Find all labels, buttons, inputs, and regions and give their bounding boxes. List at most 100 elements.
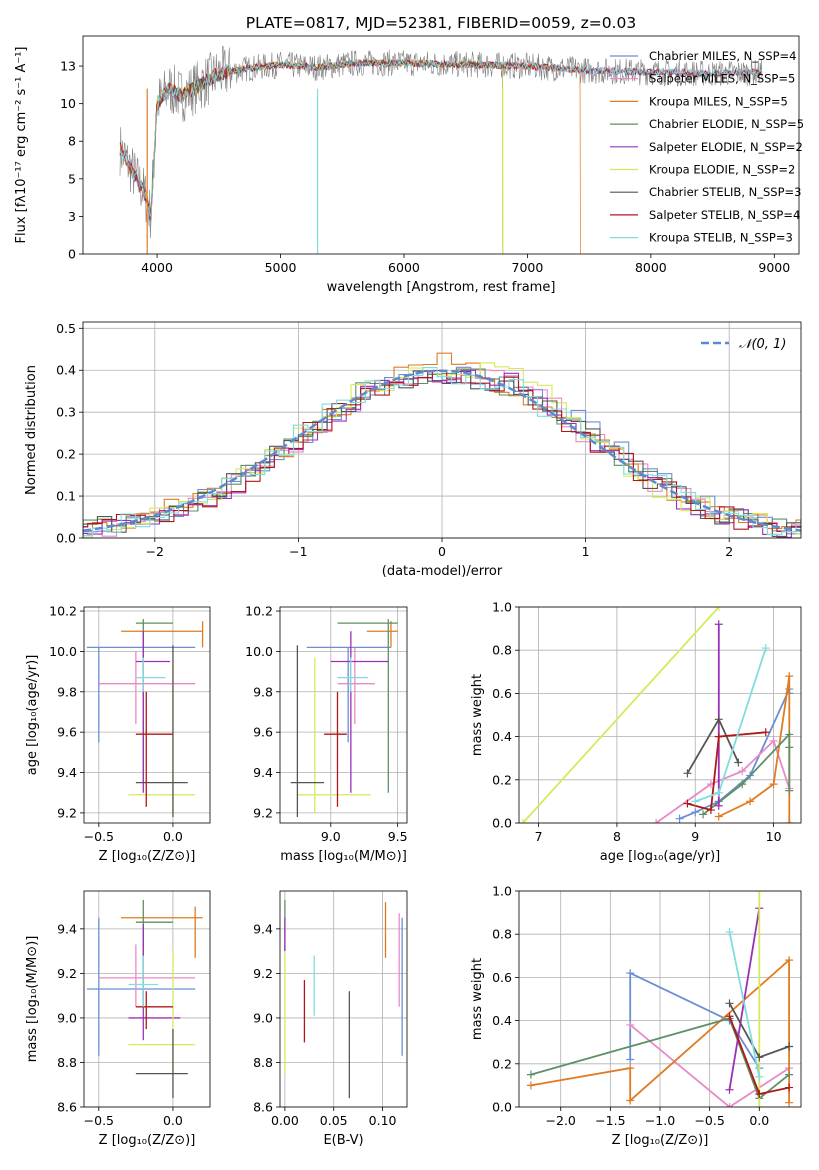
y-tick-label: 13 bbox=[60, 59, 76, 74]
plus-marker bbox=[761, 644, 770, 653]
y-tick-label: 0.1 bbox=[56, 489, 76, 504]
legend-label: Kroupa MILES, N_SSP=5 bbox=[649, 94, 788, 108]
y-tick-label: 9.4 bbox=[253, 921, 273, 936]
y-tick-label: 0.3 bbox=[56, 405, 76, 420]
y-tick-label: 8.8 bbox=[57, 1055, 77, 1070]
series-line bbox=[687, 731, 766, 812]
axes-mass-vs-Z: −0.5 0.0 8.6 8.8 9.0 9.2 9.4 bbox=[57, 891, 210, 1128]
y-tick-label: 0.4 bbox=[492, 1013, 512, 1028]
data-point bbox=[135, 991, 173, 1030]
x-axis-label: Z [log₁₀(Z/Z⊙)] bbox=[612, 1133, 709, 1148]
data-point bbox=[135, 691, 173, 807]
data-point bbox=[330, 631, 389, 793]
plus-marker bbox=[746, 797, 755, 806]
axes-massweight-vs-age: 7 8 9 10 0.0 0.2 0.4 0.6 0.8 1.0 bbox=[492, 600, 801, 844]
legend-label: Chabrier ELODIE, N_SSP=5 bbox=[649, 117, 804, 131]
plus-marker bbox=[785, 1098, 794, 1107]
plus-marker bbox=[738, 767, 747, 776]
axes-age-vs-mass: 9.0 9.5 9.2 9.4 9.6 9.8 10.0 10.2 bbox=[245, 604, 407, 844]
x-tick-label: 9000 bbox=[758, 260, 790, 275]
plus-marker bbox=[714, 620, 723, 629]
plus-marker bbox=[626, 1055, 635, 1064]
plus-marker bbox=[734, 758, 743, 767]
model-spectrum-line bbox=[144, 58, 504, 254]
legend: 𝒩(0, 1) bbox=[701, 337, 786, 352]
x-tick-label: 9.5 bbox=[388, 829, 408, 844]
line-plot bbox=[526, 891, 794, 1107]
x-tick-label: 10 bbox=[766, 829, 782, 844]
x-tick-label: −0.5 bbox=[84, 829, 114, 844]
y-tick-label: 0.0 bbox=[56, 531, 76, 546]
plus-marker bbox=[626, 1096, 635, 1105]
y-tick-label: 0.8 bbox=[492, 643, 512, 658]
y-tick-label: 8.6 bbox=[57, 1100, 77, 1115]
y-tick-label: 0.0 bbox=[492, 1100, 512, 1115]
data-point bbox=[324, 691, 347, 807]
data-point bbox=[128, 955, 159, 1007]
plus-marker bbox=[769, 736, 778, 745]
data-point bbox=[337, 647, 375, 725]
legend-label: Chabrier MILES, N_SSP=4 bbox=[649, 49, 796, 63]
data-point bbox=[135, 619, 173, 783]
errorbar-plot bbox=[86, 899, 203, 1099]
data-point bbox=[121, 621, 204, 648]
plus-marker bbox=[691, 808, 700, 817]
plus-marker bbox=[755, 1072, 764, 1081]
y-tick-label: 9.8 bbox=[57, 684, 77, 699]
y-tick-label: 10.0 bbox=[49, 644, 77, 659]
x-tick-label: 4000 bbox=[141, 260, 173, 275]
x-tick-label: 0.0 bbox=[749, 1113, 769, 1128]
plus-marker bbox=[785, 819, 794, 823]
data-point bbox=[337, 619, 398, 793]
plus-marker bbox=[755, 1090, 764, 1099]
plus-marker bbox=[738, 780, 747, 789]
y-tick-label: 0.6 bbox=[492, 686, 512, 701]
y-axis-label: mass weight bbox=[470, 958, 485, 1040]
histogram-plot bbox=[83, 352, 801, 538]
plus-marker bbox=[626, 969, 635, 978]
chart-title: PLATE=0817, MJD=52381, FIBERID=0059, z=0… bbox=[246, 14, 636, 32]
plus-marker bbox=[785, 730, 794, 739]
axes-frame-residuals bbox=[82, 321, 802, 539]
plus-marker bbox=[755, 1103, 764, 1107]
x-tick-label: −0.5 bbox=[694, 1113, 724, 1128]
y-tick-label: 9.4 bbox=[253, 765, 273, 780]
y-tick-label: 0.5 bbox=[56, 321, 76, 336]
plus-marker bbox=[725, 999, 734, 1008]
y-tick-label: 5 bbox=[68, 171, 76, 186]
plus-marker bbox=[785, 956, 794, 965]
x-tick-label: 0 bbox=[438, 544, 446, 559]
y-tick-label: 9.2 bbox=[253, 966, 273, 981]
y-tick-label: 8.8 bbox=[253, 1055, 273, 1070]
axes-frame-age-vs-Z bbox=[83, 606, 211, 824]
y-tick-label: 0.4 bbox=[492, 729, 512, 744]
x-tick-label: 0.0 bbox=[163, 1113, 183, 1128]
y-tick-label: 0 bbox=[68, 247, 76, 262]
data-point bbox=[135, 899, 173, 1007]
errorbar-plot bbox=[290, 619, 398, 817]
x-tick-label: −2 bbox=[146, 544, 164, 559]
x-tick-label: 0.0 bbox=[163, 829, 183, 844]
plus-marker bbox=[626, 1064, 635, 1073]
model-spectrum-line bbox=[119, 58, 762, 220]
y-axis-label: mass [log₁₀(M/M⊙)] bbox=[25, 936, 40, 1063]
plus-marker bbox=[683, 799, 692, 808]
axes-massweight-vs-Z: −2.0 −1.5 −1.0 −0.5 0.0 0.0 0.2 0.4 0.6 0.8 1.0 bbox=[492, 884, 801, 1128]
plus-marker bbox=[725, 1103, 734, 1107]
data-point bbox=[135, 631, 170, 793]
plus-marker bbox=[699, 810, 708, 819]
plus-marker bbox=[755, 1053, 764, 1062]
data-point bbox=[135, 645, 188, 817]
x-tick-label: 2 bbox=[725, 544, 733, 559]
x-tick-label: 6000 bbox=[388, 260, 420, 275]
plus-marker bbox=[761, 728, 770, 737]
plus-marker bbox=[714, 715, 723, 724]
plus-marker bbox=[725, 928, 734, 937]
y-tick-label: 9.2 bbox=[253, 805, 273, 820]
data-point bbox=[98, 944, 196, 1007]
axes-spectrum: 4000 5000 6000 7000 8000 9000 0 3 5 8 10 13 bbox=[60, 59, 790, 275]
data-point bbox=[290, 645, 325, 817]
x-axis-label: age [log₁₀(age/yr)] bbox=[600, 849, 721, 864]
y-tick-label: 1.0 bbox=[492, 884, 512, 899]
x-tick-label: −1.5 bbox=[595, 1113, 625, 1128]
